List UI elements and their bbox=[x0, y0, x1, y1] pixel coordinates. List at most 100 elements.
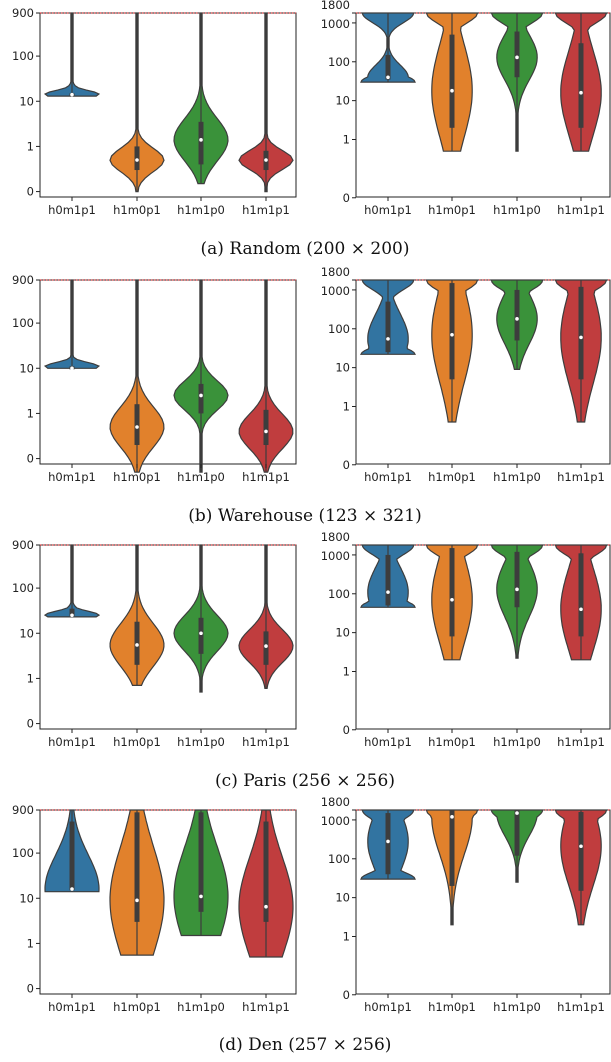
y-tick-label: 100 bbox=[12, 316, 34, 330]
violin-iqr-box bbox=[514, 31, 520, 78]
violin-median bbox=[264, 158, 268, 162]
violin-median bbox=[515, 811, 519, 815]
violin-iqr-box bbox=[134, 404, 140, 445]
caption-warehouse: (b) Warehouse (123 × 321) bbox=[188, 506, 421, 526]
violin-iqr-box bbox=[385, 813, 391, 875]
violin-iqr-box bbox=[69, 821, 75, 891]
violin-median bbox=[386, 337, 390, 341]
y-tick-label: 1 bbox=[343, 929, 350, 943]
y-tick-label: 1 bbox=[343, 399, 350, 413]
x-tick-label: h1m1p1 bbox=[557, 203, 605, 217]
x-tick-label: h1m1p0 bbox=[177, 1000, 225, 1014]
x-tick-label: h1m1p1 bbox=[242, 1000, 290, 1014]
panel-paris-right: 0 1 10 100 1000 1800 h0m1p1 h1m0p1 h1m1p0 h1m1p1 bbox=[321, 530, 611, 749]
x-tick-label: h1m1p0 bbox=[177, 470, 225, 484]
x-tick-label: h0m1p1 bbox=[364, 203, 412, 217]
y-tick-label: 100 bbox=[328, 55, 350, 69]
violin-iqr-box bbox=[514, 551, 520, 608]
x-tick-label: h1m0p1 bbox=[428, 1000, 476, 1014]
x-tick-label: h0m1p1 bbox=[364, 735, 412, 749]
y-tick-label: 1800 bbox=[321, 530, 350, 544]
y-tick-label: 10 bbox=[335, 626, 350, 640]
violin-median bbox=[579, 335, 583, 340]
panel-paris-left: 0 1 10 100 900 h0m1p1 h1m0p1 h1m1p0 h1m1p1 bbox=[12, 538, 297, 749]
violin-iqr-box bbox=[578, 811, 584, 891]
violin-iqr-box bbox=[449, 283, 455, 380]
x-tick-label: h1m1p0 bbox=[493, 1000, 541, 1014]
x-tick-label: h1m0p1 bbox=[428, 203, 476, 217]
y-tick-label: 1000 bbox=[321, 17, 350, 31]
violin-iqr-box bbox=[198, 617, 204, 654]
violin-iqr-box bbox=[263, 631, 269, 665]
violin-median bbox=[450, 815, 454, 819]
y-tick-label: 10 bbox=[335, 891, 350, 905]
violin-iqr-box bbox=[578, 43, 584, 128]
x-tick-label: h0m1p1 bbox=[364, 470, 412, 484]
y-tick-label: 100 bbox=[328, 587, 350, 601]
violin-median bbox=[135, 898, 139, 903]
y-tick-label: 100 bbox=[12, 846, 34, 860]
y-tick-label: 1800 bbox=[321, 0, 350, 12]
y-tick-label: 10 bbox=[335, 94, 350, 108]
y-tick-label: 100 bbox=[12, 49, 34, 63]
violin-iqr-box bbox=[263, 821, 269, 922]
violin-median bbox=[135, 643, 139, 647]
y-tick-label: 1800 bbox=[321, 265, 350, 279]
y-tick-label: 1 bbox=[27, 671, 34, 685]
violin-iqr-box bbox=[385, 301, 391, 353]
axes-frame bbox=[39, 12, 297, 198]
panel-random-left: 0 1 10 100 900 h0m1p1 h1m0p1 h1m1p0 h1m1p1 bbox=[12, 6, 297, 217]
violin-iqr-box bbox=[198, 121, 204, 165]
y-tick-label: 10 bbox=[19, 361, 34, 375]
panel-warehouse-left: 0 1 10 100 900 h0m1p1 h1m0p1 h1m1p0 h1m1p1 bbox=[12, 273, 297, 484]
violin-median bbox=[386, 590, 390, 594]
axes-frame bbox=[39, 809, 297, 995]
y-tick-label: 0 bbox=[343, 988, 350, 1002]
x-tick-label: h1m1p0 bbox=[493, 203, 541, 217]
violin-median bbox=[386, 75, 390, 80]
x-tick-label: h0m1p1 bbox=[48, 735, 96, 749]
x-tick-label: h1m0p1 bbox=[113, 203, 161, 217]
violin-median bbox=[515, 587, 519, 592]
y-tick-label: 10 bbox=[19, 626, 34, 640]
panel-den-left: 0 1 10 100 900 h0m1p1 h1m0p1 h1m1p0 h1m1p1 bbox=[12, 803, 297, 1014]
y-tick-label: 900 bbox=[12, 803, 34, 817]
caption-den: (d) Den (257 × 256) bbox=[219, 1035, 392, 1055]
x-tick-label: h0m1p1 bbox=[48, 470, 96, 484]
y-tick-label: 0 bbox=[27, 717, 34, 731]
y-tick-label: 0 bbox=[27, 452, 34, 466]
x-tick-label: h1m0p1 bbox=[113, 735, 161, 749]
violin-median bbox=[579, 90, 583, 95]
x-tick-label: h1m1p0 bbox=[177, 203, 225, 217]
x-tick-label: h0m1p1 bbox=[48, 203, 96, 217]
caption-paris: (c) Paris (256 × 256) bbox=[215, 771, 395, 791]
axes-frame bbox=[39, 544, 297, 730]
violin-median bbox=[199, 631, 203, 636]
violin-median bbox=[135, 158, 139, 162]
x-tick-label: h1m1p0 bbox=[493, 735, 541, 749]
violin-median bbox=[264, 904, 268, 909]
violin-iqr-box bbox=[198, 812, 204, 912]
y-tick-label: 10 bbox=[335, 361, 350, 375]
violin-iqr-box bbox=[134, 812, 140, 922]
violin-median bbox=[515, 55, 519, 60]
violin-median bbox=[450, 332, 454, 337]
y-tick-label: 1 bbox=[27, 139, 34, 153]
x-tick-label: h0m1p1 bbox=[48, 1000, 96, 1014]
violin-median bbox=[264, 429, 268, 434]
violin-iqr-box bbox=[578, 553, 584, 637]
y-tick-label: 1000 bbox=[321, 284, 350, 298]
x-tick-label: h1m1p0 bbox=[177, 735, 225, 749]
violin-median bbox=[70, 887, 74, 891]
violin-iqr-box bbox=[198, 383, 204, 414]
violin-median bbox=[579, 607, 583, 612]
y-tick-label: 10 bbox=[19, 891, 34, 905]
y-tick-label: 900 bbox=[12, 538, 34, 552]
x-tick-label: h1m0p1 bbox=[428, 735, 476, 749]
y-tick-label: 1 bbox=[27, 936, 34, 950]
panel-warehouse-right: 0 1 10 100 1000 1800 h0m1p1 h1m0p1 h1m1p0 h1m1p1 bbox=[321, 265, 611, 484]
violin-iqr-box bbox=[385, 554, 391, 606]
violin-iqr-box bbox=[263, 409, 269, 445]
y-tick-label: 100 bbox=[328, 852, 350, 866]
